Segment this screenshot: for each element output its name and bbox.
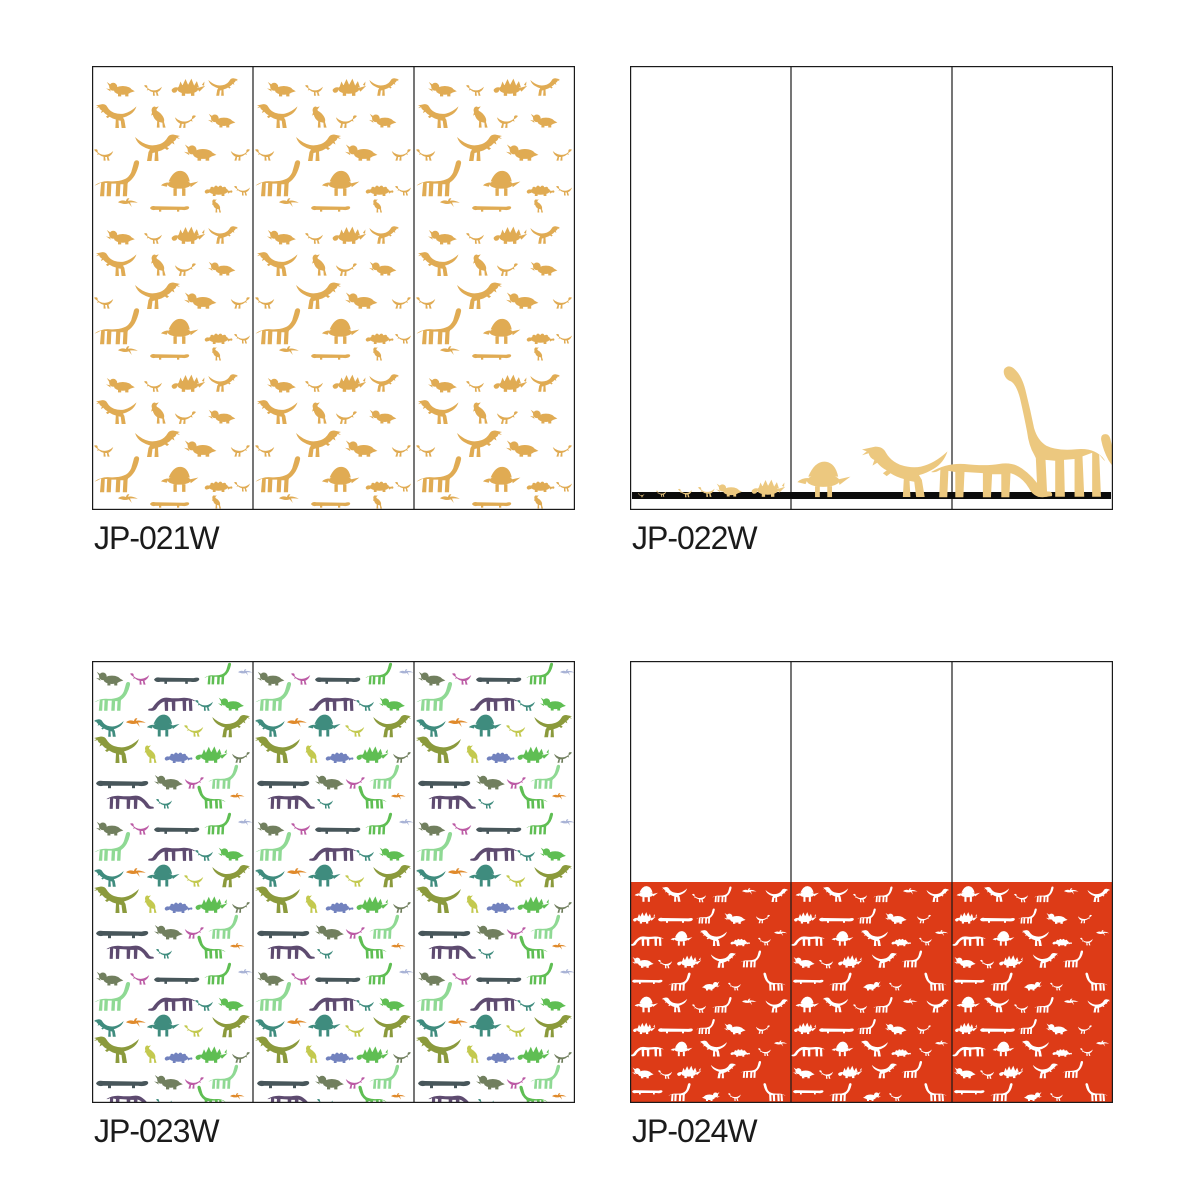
product-card-jp-023w[interactable]: JP-023W	[92, 661, 575, 1149]
ground-line	[632, 492, 1111, 499]
product-code: JP-023W	[94, 1113, 220, 1149]
swatch-image-jp-024w	[630, 661, 1113, 1103]
panel-dividers	[790, 662, 953, 1102]
panel-dividers	[252, 662, 415, 1102]
swatch-border	[92, 66, 575, 510]
swatch-image-jp-023w	[92, 661, 575, 1103]
swatch-border	[630, 661, 1113, 1103]
swatch-image-jp-022w	[630, 66, 1113, 510]
red-band	[631, 882, 1112, 1102]
swatch-image-jp-021w	[92, 66, 575, 510]
product-code: JP-024W	[632, 1113, 758, 1149]
product-card-jp-022w[interactable]: JP-022W	[630, 66, 1113, 556]
gold-pattern-fill	[93, 67, 574, 509]
panel-dividers	[790, 67, 953, 509]
product-code: JP-021W	[94, 520, 220, 556]
product-code: JP-022W	[632, 520, 758, 556]
multicolor-pattern-fill	[93, 662, 574, 1102]
panel-dividers	[252, 67, 415, 509]
swatch-border	[630, 66, 1113, 510]
product-card-jp-021w[interactable]: JP-021W	[92, 66, 575, 556]
product-card-jp-024w[interactable]: JP-024W	[630, 661, 1113, 1149]
swatch-border	[92, 661, 575, 1103]
